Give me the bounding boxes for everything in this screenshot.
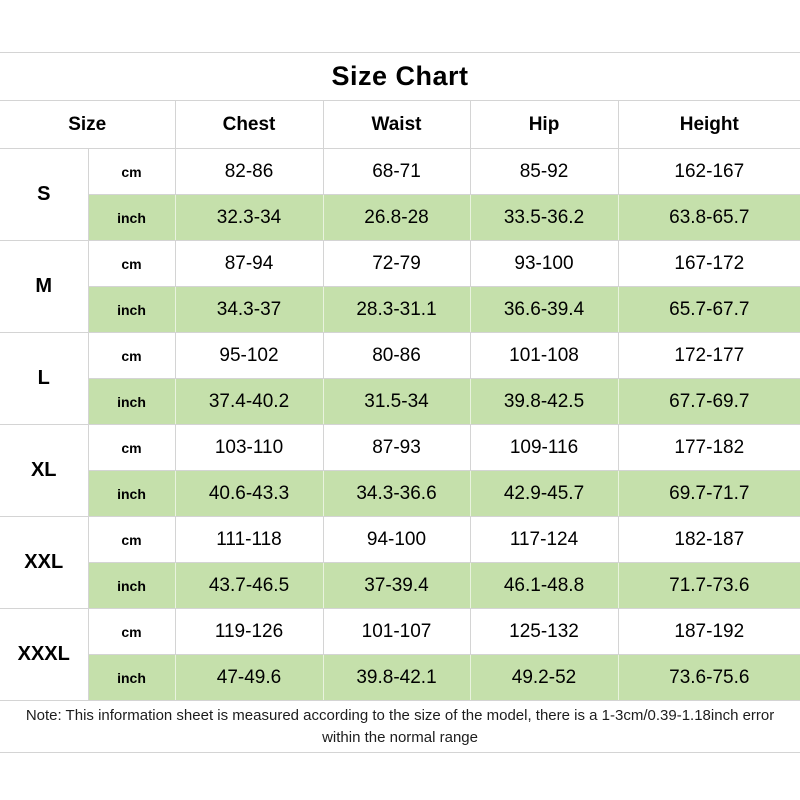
measurement-cell: 85-92 [469, 148, 619, 195]
unit-label: cm [87, 240, 176, 287]
measurement-cell: 87-93 [322, 424, 471, 471]
measurement-cell: 42.9-45.7 [469, 470, 619, 517]
measurement-cell: 162-167 [617, 148, 800, 195]
unit-label: cm [87, 332, 176, 379]
unit-label: inch [88, 470, 176, 517]
measurement-cell: 68-71 [322, 148, 471, 195]
unit-label: inch [88, 654, 176, 701]
measurement-cell: 36.6-39.4 [469, 286, 619, 333]
measurement-cell: 101-108 [469, 332, 619, 379]
size-label: L [0, 332, 89, 425]
measurement-cell: 177-182 [617, 424, 800, 471]
measurement-cell: 34.3-37 [174, 286, 324, 333]
size-label: XXL [0, 516, 89, 609]
measurement-cell: 46.1-48.8 [469, 562, 619, 609]
measurement-cell: 172-177 [617, 332, 800, 379]
measurement-cell: 40.6-43.3 [174, 470, 324, 517]
measurement-cell: 71.7-73.6 [617, 562, 800, 609]
note-row: Note: This information sheet is measured… [0, 700, 800, 753]
measurement-cell: 73.6-75.6 [617, 654, 800, 701]
table-title: Size Chart [0, 52, 800, 101]
measurement-cell: 31.5-34 [322, 378, 471, 425]
measurement-cell: 125-132 [469, 608, 619, 655]
table-row: L cm 95-102 80-86 101-108 172-177 [0, 332, 800, 425]
unit-label: cm [87, 148, 176, 195]
table-row: XXL cm 111-118 94-100 117-124 182-187 [0, 516, 800, 609]
measurement-cell: 93-100 [469, 240, 619, 287]
column-header-hip: Hip [469, 100, 619, 149]
measurement-cell: 67.7-69.7 [617, 378, 800, 425]
unit-label: cm [87, 424, 176, 471]
title-row: Size Chart [0, 52, 800, 101]
measurement-cell: 37-39.4 [322, 562, 471, 609]
measurement-cell: 32.3-34 [174, 194, 324, 241]
measurement-cell: 109-116 [469, 424, 619, 471]
measurement-cell: 43.7-46.5 [174, 562, 324, 609]
measurement-cell: 95-102 [174, 332, 324, 379]
table-row: inch 43.7-46.5 37-39.4 46.1-48.8 71.7-73… [0, 562, 800, 609]
table-row: inch 34.3-37 28.3-31.1 36.6-39.4 65.7-67… [0, 286, 800, 333]
table-row: inch 47-49.6 39.8-42.1 49.2-52 73.6-75.6 [0, 654, 800, 701]
measurement-cell: 103-110 [174, 424, 324, 471]
table-row: S cm 82-86 68-71 85-92 162-167 [0, 148, 800, 241]
size-label: S [0, 148, 89, 241]
measurement-cell: 33.5-36.2 [469, 194, 619, 241]
table-row: inch 32.3-34 26.8-28 33.5-36.2 63.8-65.7 [0, 194, 800, 241]
measurement-cell: 39.8-42.5 [469, 378, 619, 425]
measurement-cell: 72-79 [322, 240, 471, 287]
measurement-cell: 87-94 [174, 240, 324, 287]
measurement-cell: 37.4-40.2 [174, 378, 324, 425]
measurement-cell: 101-107 [322, 608, 471, 655]
table-row: M cm 87-94 72-79 93-100 167-172 [0, 240, 800, 333]
measurement-cell: 26.8-28 [322, 194, 471, 241]
measurement-cell: 111-118 [174, 516, 324, 563]
unit-label: inch [88, 286, 176, 333]
measurement-cell: 80-86 [322, 332, 471, 379]
measurement-cell: 28.3-31.1 [322, 286, 471, 333]
measurement-cell: 167-172 [617, 240, 800, 287]
measurement-cell: 49.2-52 [469, 654, 619, 701]
measurement-cell: 63.8-65.7 [617, 194, 800, 241]
measurement-cell: 94-100 [322, 516, 471, 563]
measurement-cell: 187-192 [617, 608, 800, 655]
table-row: XL cm 103-110 87-93 109-116 177-182 [0, 424, 800, 517]
measurement-cell: 82-86 [174, 148, 324, 195]
unit-label: inch [88, 378, 176, 425]
unit-label: cm [87, 608, 176, 655]
size-chart-table: Size Chart Size Chest Waist Hip Height S… [0, 52, 800, 753]
measurement-cell: 65.7-67.7 [617, 286, 800, 333]
column-header-waist: Waist [322, 100, 471, 149]
note-text: Note: This information sheet is measured… [0, 700, 800, 753]
unit-label: cm [87, 516, 176, 563]
unit-label: inch [88, 194, 176, 241]
column-header-size: Size [0, 100, 176, 149]
unit-label: inch [88, 562, 176, 609]
table-row: inch 40.6-43.3 34.3-36.6 42.9-45.7 69.7-… [0, 470, 800, 517]
measurement-cell: 69.7-71.7 [617, 470, 800, 517]
measurement-cell: 119-126 [174, 608, 324, 655]
measurement-cell: 117-124 [469, 516, 619, 563]
size-label: XL [0, 424, 89, 517]
header-row: Size Chest Waist Hip Height [0, 100, 800, 149]
measurement-cell: 39.8-42.1 [322, 654, 471, 701]
column-header-height: Height [617, 100, 800, 149]
table-row: inch 37.4-40.2 31.5-34 39.8-42.5 67.7-69… [0, 378, 800, 425]
size-label: XXXL [0, 608, 89, 701]
column-header-chest: Chest [174, 100, 324, 149]
measurement-cell: 47-49.6 [174, 654, 324, 701]
size-label: M [0, 240, 89, 333]
table-row: XXXL cm 119-126 101-107 125-132 187-192 [0, 608, 800, 701]
measurement-cell: 182-187 [617, 516, 800, 563]
measurement-cell: 34.3-36.6 [322, 470, 471, 517]
